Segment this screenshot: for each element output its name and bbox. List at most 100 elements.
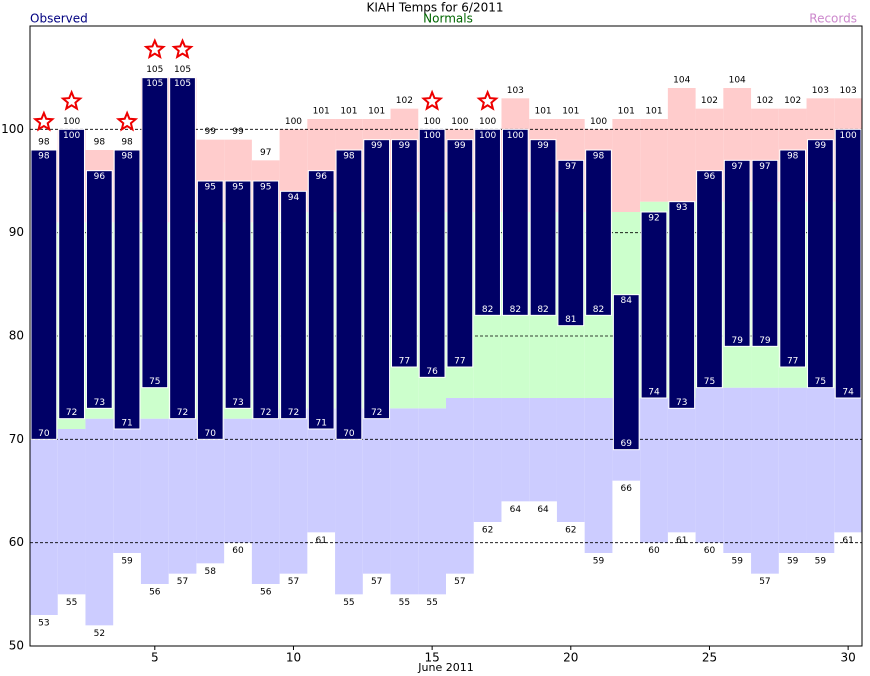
observed-low-label: 72 xyxy=(177,408,188,418)
observed-high-label: 100 xyxy=(63,131,80,141)
record-low-label: 60 xyxy=(704,546,716,556)
observed-bar xyxy=(391,139,418,368)
record-low-label: 57 xyxy=(454,577,465,587)
record-low-label: 59 xyxy=(815,557,827,567)
observed-high-label: 99 xyxy=(371,141,383,151)
record-high-label: 105 xyxy=(146,65,163,75)
record-low-label: 61 xyxy=(315,536,326,546)
observed-low-label: 73 xyxy=(232,398,243,408)
observed-bar xyxy=(640,211,668,399)
record-high-band xyxy=(612,119,641,212)
record-low-label: 62 xyxy=(565,526,576,536)
observed-low-label: 79 xyxy=(759,336,771,346)
observed-high-label: 92 xyxy=(648,214,659,224)
observed-high-label: 99 xyxy=(454,141,466,151)
observed-high-label: 84 xyxy=(621,296,633,306)
legend-normals: Normals xyxy=(423,12,473,26)
observed-low-label: 76 xyxy=(426,367,438,377)
plot-frame xyxy=(29,25,863,647)
observed-high-label: 95 xyxy=(232,183,243,193)
observed-high-label: 100 xyxy=(840,131,857,141)
observed-high-label: 98 xyxy=(593,152,605,162)
observed-high-label: 97 xyxy=(731,162,742,172)
x-tick-label: 25 xyxy=(702,651,717,665)
observed-bar xyxy=(85,170,113,409)
observed-high-label: 95 xyxy=(205,183,216,193)
observed-bar xyxy=(196,180,224,440)
record-low-band xyxy=(140,418,169,584)
observed-bar xyxy=(557,159,585,327)
record-low-band xyxy=(778,387,807,553)
record-low-label: 55 xyxy=(426,598,437,608)
y-tick-label: 100 xyxy=(1,122,24,136)
record-low-band xyxy=(279,408,308,574)
observed-bar xyxy=(113,149,141,430)
record-low-band xyxy=(390,408,419,595)
record-low-band xyxy=(723,387,752,553)
observed-high-label: 93 xyxy=(676,203,687,213)
observed-low-label: 79 xyxy=(731,336,743,346)
record-low-label: 56 xyxy=(260,588,272,598)
record-low-label: 55 xyxy=(66,598,77,608)
record-low-label: 61 xyxy=(676,536,687,546)
observed-low-label: 70 xyxy=(38,429,50,439)
record-low-label: 57 xyxy=(177,577,188,587)
y-tick-label: 80 xyxy=(9,329,24,343)
observed-low-label: 70 xyxy=(343,429,355,439)
observed-low-label: 81 xyxy=(565,315,576,325)
record-low-band xyxy=(501,398,530,502)
observed-bar xyxy=(807,139,834,389)
record-high-label: 101 xyxy=(340,107,357,117)
observed-low-label: 75 xyxy=(815,377,826,387)
observed-high-label: 100 xyxy=(479,131,496,141)
observed-low-label: 75 xyxy=(704,377,715,387)
observed-low-label: 82 xyxy=(482,305,493,315)
record-low-band xyxy=(57,429,86,595)
observed-bar xyxy=(141,77,169,389)
record-low-band xyxy=(30,439,58,615)
x-tick-label: 15 xyxy=(424,651,439,665)
record-low-label: 57 xyxy=(759,577,770,587)
record-star xyxy=(476,89,499,111)
observed-low-label: 77 xyxy=(787,357,798,367)
record-high-label: 101 xyxy=(618,107,635,117)
observed-high-label: 98 xyxy=(38,152,50,162)
record-low-band xyxy=(168,418,197,574)
record-high-label: 97 xyxy=(260,148,271,158)
x-tick-label: 30 xyxy=(840,651,855,665)
observed-high-label: 100 xyxy=(424,131,441,141)
record-low-label: 52 xyxy=(94,629,105,639)
record-low-band xyxy=(251,418,280,584)
record-star xyxy=(143,38,166,60)
record-low-label: 64 xyxy=(537,505,549,515)
record-low-label: 64 xyxy=(510,505,522,515)
observed-low-label: 71 xyxy=(315,419,326,429)
record-low-label: 53 xyxy=(38,619,49,629)
observed-low-label: 72 xyxy=(371,408,382,418)
record-low-band xyxy=(224,418,252,543)
legend-records: Records xyxy=(809,12,857,26)
y-tick-label: 60 xyxy=(9,535,24,549)
observed-bar xyxy=(280,190,307,420)
observed-low-label: 82 xyxy=(510,305,521,315)
observed-bar xyxy=(696,170,723,389)
record-star xyxy=(421,89,444,111)
observed-bar xyxy=(751,159,779,347)
record-star xyxy=(115,110,139,132)
record-low-label: 57 xyxy=(371,577,382,587)
observed-high-label: 98 xyxy=(343,152,355,162)
observed-high-label: 99 xyxy=(399,141,411,151)
record-low-band xyxy=(418,408,446,595)
record-high-label: 101 xyxy=(368,107,385,117)
observed-high-label: 97 xyxy=(759,162,770,172)
record-low-label: 55 xyxy=(399,598,410,608)
record-high-label: 102 xyxy=(396,96,413,106)
record-high-label: 98 xyxy=(38,138,50,148)
legend-observed: Observed xyxy=(30,12,88,26)
record-high-label: 100 xyxy=(63,117,80,127)
observed-low-label: 69 xyxy=(621,439,633,449)
record-high-label: 102 xyxy=(756,96,773,106)
record-low-band xyxy=(446,398,474,574)
observed-bar xyxy=(585,149,612,316)
